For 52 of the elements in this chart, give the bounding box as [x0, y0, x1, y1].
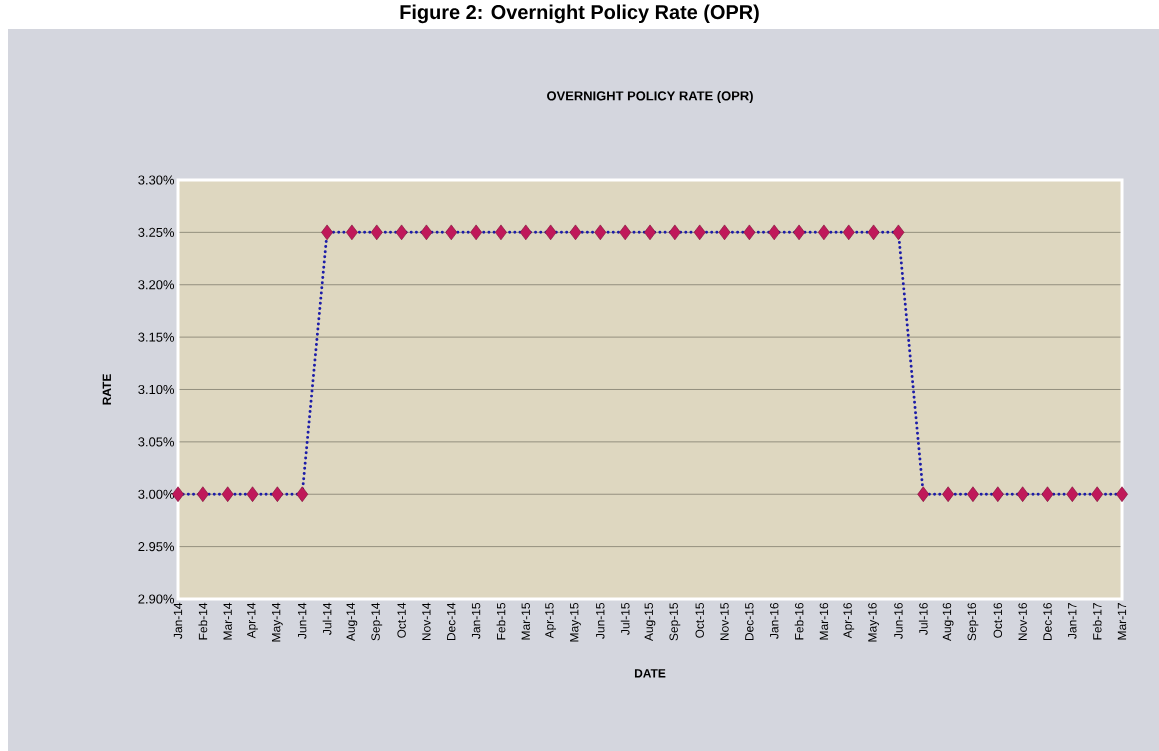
- x-tick-label: Sep-15: [669, 603, 681, 641]
- x-tick-label: Jan-16: [769, 603, 779, 639]
- x-tick-label: Nov-15: [720, 603, 729, 641]
- y-tick-label: 2.95%: [138, 542, 175, 552]
- x-tick-label: Feb-17: [1092, 603, 1102, 640]
- y-tick-label: 3.10%: [138, 384, 175, 395]
- x-tick-label: Oct-16: [993, 603, 1003, 638]
- x-tick-label: Nov-14: [422, 602, 431, 641]
- x-tick-label: Aug-16: [942, 603, 954, 642]
- x-tick-label: Nov-16: [1018, 603, 1027, 641]
- chart-subtitle: OVERNIGHT POLICY RATE (OPR): [547, 90, 753, 104]
- chart-title: Figure 2: Overnight Policy Rate (OPR): [400, 4, 759, 24]
- x-tick-label: Jul-14: [322, 602, 332, 635]
- x-tick-label: Jan-15: [471, 603, 481, 639]
- x-tick-label: Feb-14: [198, 602, 208, 640]
- x-tick-label: Jul-15: [620, 603, 630, 635]
- x-tick-label: Apr-15: [545, 603, 556, 639]
- x-tick-label: Dec-16: [1043, 603, 1052, 641]
- x-tick-label: May-16: [868, 603, 880, 642]
- x-tick-label: Mar-16: [819, 603, 829, 640]
- y-tick-label: 3.15%: [138, 332, 175, 342]
- x-tick-label: Apr-14: [247, 602, 258, 639]
- x-tick-label: May-15: [570, 603, 581, 642]
- x-tick-label: Sep-14: [371, 602, 383, 641]
- x-tick-label: Jul-16: [918, 603, 928, 635]
- x-tick-label: Mar-14: [223, 602, 232, 640]
- x-tick-label: Aug-14: [346, 602, 358, 642]
- y-tick-label: 3.25%: [138, 227, 175, 237]
- x-tick-label: May-14: [272, 602, 283, 642]
- x-tick-label: Dec-14: [447, 602, 456, 641]
- x-tick-label: Oct-15: [695, 603, 704, 638]
- x-tick-label: Feb-15: [496, 603, 506, 640]
- x-tick-label: Mar-15: [521, 603, 530, 640]
- x-tick-label: Jun-15: [596, 603, 605, 639]
- x-tick-label: Oct-14: [397, 602, 406, 638]
- x-tick-label: Jan-14: [173, 602, 183, 639]
- y-tick-label: 3.00%: [138, 489, 175, 499]
- x-tick-label: Jun-14: [298, 602, 307, 639]
- y-axis-title: RATE: [102, 374, 111, 405]
- x-tick-label: Mar-17: [1117, 603, 1127, 640]
- y-tick-label: 3.20%: [138, 280, 175, 290]
- x-axis-title: DATE: [634, 669, 666, 678]
- y-tick-label: 3.05%: [138, 437, 175, 447]
- x-tick-label: Aug-15: [644, 603, 656, 642]
- x-tick-label: Sep-16: [967, 603, 979, 641]
- y-tick-label: 3.30%: [138, 175, 175, 185]
- x-tick-label: Jan-17: [1068, 603, 1077, 639]
- x-tick-label: Feb-16: [794, 603, 804, 640]
- x-tick-label: Jun-16: [894, 603, 903, 639]
- x-tick-label: Dec-15: [745, 603, 754, 641]
- x-tick-label: Apr-16: [843, 603, 855, 639]
- y-tick-label: 2.90%: [138, 594, 175, 604]
